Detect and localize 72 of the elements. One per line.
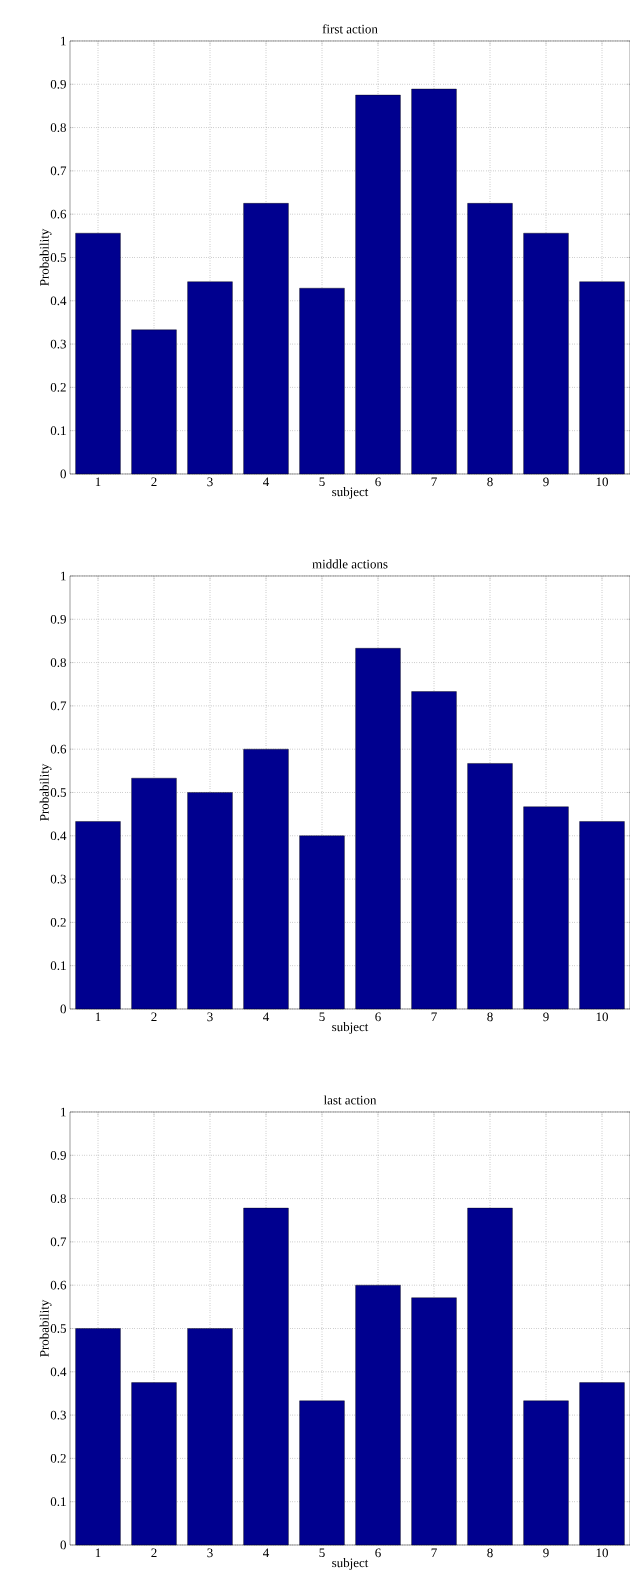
x-axis-title: subject bbox=[332, 487, 369, 499]
y-tick-label: 0.5 bbox=[50, 788, 66, 797]
x-tick-label: 2 bbox=[151, 477, 157, 487]
x-axis-title: subject bbox=[332, 1022, 369, 1034]
y-tick-label: 0.3 bbox=[50, 339, 66, 349]
x-tick-label: 6 bbox=[375, 1548, 381, 1558]
x-tick-label: 9 bbox=[543, 1548, 549, 1558]
x-tick-label: 10 bbox=[596, 1548, 608, 1558]
y-tick-label: 1 bbox=[61, 571, 66, 581]
y-tick-label: 0.7 bbox=[50, 166, 66, 176]
y-tick-label: 0 bbox=[60, 1004, 66, 1014]
y-tick-label: 0.8 bbox=[50, 1194, 66, 1203]
y-tick-label: 0.2 bbox=[50, 382, 66, 392]
x-tick-label: 1 bbox=[95, 1548, 101, 1558]
x-tick-label: 7 bbox=[431, 1012, 437, 1021]
y-tick-label: 0.2 bbox=[50, 917, 66, 927]
y-tick-label: 0.6 bbox=[50, 209, 66, 219]
x-tick-label: 7 bbox=[431, 477, 437, 486]
chart-title: last action bbox=[323, 1095, 377, 1105]
y-tick-label: 0 bbox=[60, 469, 66, 479]
x-tick-label: 9 bbox=[543, 1012, 549, 1022]
y-tick-label: 0.7 bbox=[50, 1237, 66, 1247]
y-tick-label: 0.5 bbox=[50, 253, 66, 262]
chart-title: middle actions bbox=[312, 559, 388, 569]
y-axis-title: Probability bbox=[39, 1299, 52, 1357]
y-tick-label: 0.8 bbox=[50, 123, 66, 132]
x-tick-label: 3 bbox=[207, 1012, 213, 1022]
y-tick-label: 0.1 bbox=[50, 961, 66, 971]
x-tick-label: 8 bbox=[487, 477, 493, 487]
x-axis-title: subject bbox=[332, 1558, 369, 1570]
x-tick-label: 6 bbox=[375, 477, 381, 487]
y-tick-label: 0.3 bbox=[50, 874, 66, 884]
y-axis-title: Probability bbox=[39, 763, 52, 821]
x-tick-label: 2 bbox=[151, 1012, 157, 1022]
y-axis-title: Probability bbox=[39, 228, 52, 286]
x-tick-label: 6 bbox=[375, 1012, 381, 1022]
x-tick-label: 5 bbox=[319, 477, 325, 487]
y-tick-label: 0.2 bbox=[50, 1453, 66, 1463]
y-tick-label: 0.7 bbox=[50, 701, 66, 711]
y-tick-label: 0.5 bbox=[50, 1324, 66, 1333]
y-tick-label: 0.6 bbox=[50, 1280, 66, 1290]
y-tick-label: 0.6 bbox=[50, 744, 66, 754]
x-tick-label: 8 bbox=[487, 1548, 493, 1558]
x-tick-label: 3 bbox=[207, 1548, 213, 1558]
y-tick-label: 1 bbox=[61, 36, 66, 46]
y-tick-label: 0.1 bbox=[50, 1497, 66, 1507]
chart-title: first action bbox=[322, 24, 378, 34]
y-tick-label: 0 bbox=[60, 1540, 66, 1550]
x-tick-label: 1 bbox=[95, 1012, 101, 1022]
y-tick-label: 0.4 bbox=[50, 296, 67, 306]
x-tick-label: 4 bbox=[262, 1012, 269, 1022]
x-tick-label: 7 bbox=[431, 1548, 437, 1557]
y-tick-label: 0.9 bbox=[50, 1150, 66, 1160]
x-tick-label: 5 bbox=[319, 1548, 325, 1558]
x-tick-label: 1 bbox=[95, 477, 101, 487]
y-tick-label: 0.9 bbox=[50, 79, 66, 89]
y-tick-label: 0.9 bbox=[50, 614, 66, 624]
x-tick-label: 4 bbox=[262, 477, 269, 487]
x-tick-label: 2 bbox=[151, 1548, 157, 1558]
x-tick-label: 8 bbox=[487, 1012, 493, 1022]
x-tick-label: 5 bbox=[319, 1012, 325, 1022]
y-tick-label: 0.3 bbox=[50, 1410, 66, 1420]
y-tick-label: 1 bbox=[61, 1107, 66, 1117]
y-tick-label: 0.4 bbox=[50, 1367, 67, 1377]
x-tick-label: 10 bbox=[596, 1012, 608, 1022]
x-tick-label: 10 bbox=[596, 477, 608, 487]
x-tick-label: 9 bbox=[543, 477, 549, 487]
x-tick-label: 3 bbox=[207, 477, 213, 487]
y-tick-label: 0.8 bbox=[50, 658, 66, 667]
y-tick-label: 0.1 bbox=[50, 426, 66, 436]
y-tick-label: 0.4 bbox=[50, 831, 67, 841]
x-tick-label: 4 bbox=[262, 1548, 269, 1558]
